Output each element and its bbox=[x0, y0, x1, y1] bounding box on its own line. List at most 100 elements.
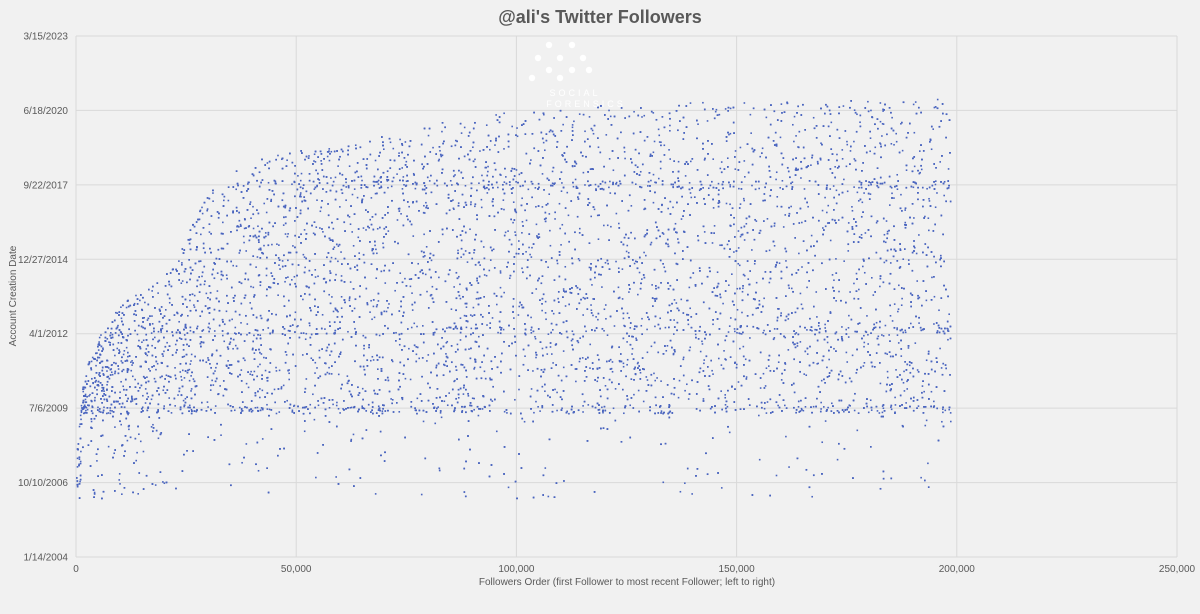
data-point bbox=[521, 232, 523, 234]
data-point bbox=[886, 376, 889, 379]
data-point bbox=[387, 306, 389, 309]
data-point bbox=[80, 418, 82, 421]
data-point bbox=[592, 314, 594, 317]
data-point bbox=[398, 152, 400, 154]
data-point bbox=[895, 132, 898, 135]
data-point bbox=[300, 195, 302, 198]
data-point bbox=[328, 150, 330, 152]
data-point bbox=[347, 330, 349, 333]
data-point bbox=[515, 169, 518, 171]
data-point bbox=[684, 175, 687, 177]
data-point bbox=[142, 450, 145, 453]
data-point bbox=[604, 261, 607, 264]
data-point bbox=[249, 373, 252, 376]
data-point bbox=[284, 280, 286, 283]
data-point bbox=[768, 365, 770, 367]
data-point bbox=[398, 411, 401, 413]
data-point bbox=[856, 113, 858, 116]
data-point bbox=[375, 248, 377, 251]
data-point bbox=[503, 208, 505, 211]
data-point bbox=[855, 272, 858, 275]
data-point bbox=[727, 331, 730, 333]
data-point bbox=[903, 390, 906, 392]
data-point bbox=[824, 323, 826, 326]
data-point bbox=[485, 274, 488, 277]
data-point bbox=[80, 409, 83, 412]
data-point bbox=[724, 404, 727, 406]
data-point bbox=[785, 435, 787, 438]
data-point bbox=[316, 367, 318, 369]
data-point bbox=[456, 343, 459, 346]
data-point bbox=[836, 153, 838, 156]
data-point bbox=[787, 349, 790, 351]
data-point bbox=[851, 206, 853, 208]
data-point bbox=[136, 333, 139, 336]
data-point bbox=[150, 332, 153, 334]
data-point bbox=[241, 461, 243, 464]
data-point bbox=[201, 275, 203, 278]
data-point bbox=[319, 210, 322, 213]
data-point bbox=[372, 305, 375, 308]
data-point bbox=[203, 283, 206, 286]
data-point bbox=[156, 362, 159, 365]
data-point bbox=[151, 290, 153, 292]
data-point bbox=[689, 192, 692, 194]
data-point bbox=[275, 366, 277, 369]
data-point bbox=[561, 407, 563, 410]
data-point bbox=[515, 180, 517, 183]
data-point bbox=[712, 207, 715, 209]
data-point bbox=[906, 380, 908, 383]
data-point bbox=[924, 215, 926, 218]
data-point bbox=[165, 374, 168, 377]
data-point bbox=[618, 360, 621, 363]
data-point bbox=[368, 226, 371, 229]
data-point bbox=[634, 260, 637, 263]
data-point bbox=[912, 103, 915, 106]
data-point bbox=[405, 160, 408, 163]
data-point bbox=[449, 179, 452, 182]
data-point bbox=[267, 181, 270, 184]
data-point bbox=[293, 275, 296, 278]
data-point bbox=[395, 331, 397, 334]
data-point bbox=[915, 252, 918, 255]
data-point bbox=[328, 366, 330, 369]
data-point bbox=[409, 285, 412, 288]
data-point bbox=[286, 159, 288, 162]
data-point bbox=[724, 394, 727, 396]
data-point bbox=[296, 325, 298, 328]
data-point bbox=[743, 239, 746, 241]
data-point bbox=[188, 239, 191, 241]
data-point bbox=[554, 388, 556, 391]
data-point bbox=[882, 123, 885, 125]
data-point bbox=[724, 396, 727, 399]
data-point bbox=[141, 341, 143, 344]
data-point bbox=[249, 302, 252, 304]
data-point bbox=[577, 341, 580, 344]
data-point bbox=[833, 279, 835, 282]
data-point bbox=[641, 317, 643, 320]
data-point bbox=[97, 406, 99, 409]
data-point bbox=[739, 235, 742, 238]
data-point bbox=[297, 175, 299, 177]
data-point bbox=[257, 469, 260, 472]
data-point bbox=[853, 409, 856, 412]
data-point bbox=[181, 369, 184, 372]
data-point bbox=[763, 297, 765, 300]
data-point bbox=[608, 109, 610, 112]
data-point bbox=[927, 217, 930, 220]
data-point bbox=[253, 352, 256, 354]
data-point bbox=[618, 222, 620, 225]
data-point bbox=[556, 409, 558, 412]
data-point bbox=[773, 245, 776, 247]
data-point bbox=[867, 333, 869, 336]
data-point bbox=[313, 188, 316, 190]
data-point bbox=[190, 390, 192, 392]
data-point bbox=[503, 112, 505, 115]
data-point bbox=[84, 393, 87, 396]
data-point bbox=[933, 323, 935, 325]
data-point bbox=[881, 135, 883, 137]
data-point bbox=[348, 296, 351, 298]
data-point bbox=[474, 158, 476, 161]
data-point bbox=[668, 149, 670, 151]
